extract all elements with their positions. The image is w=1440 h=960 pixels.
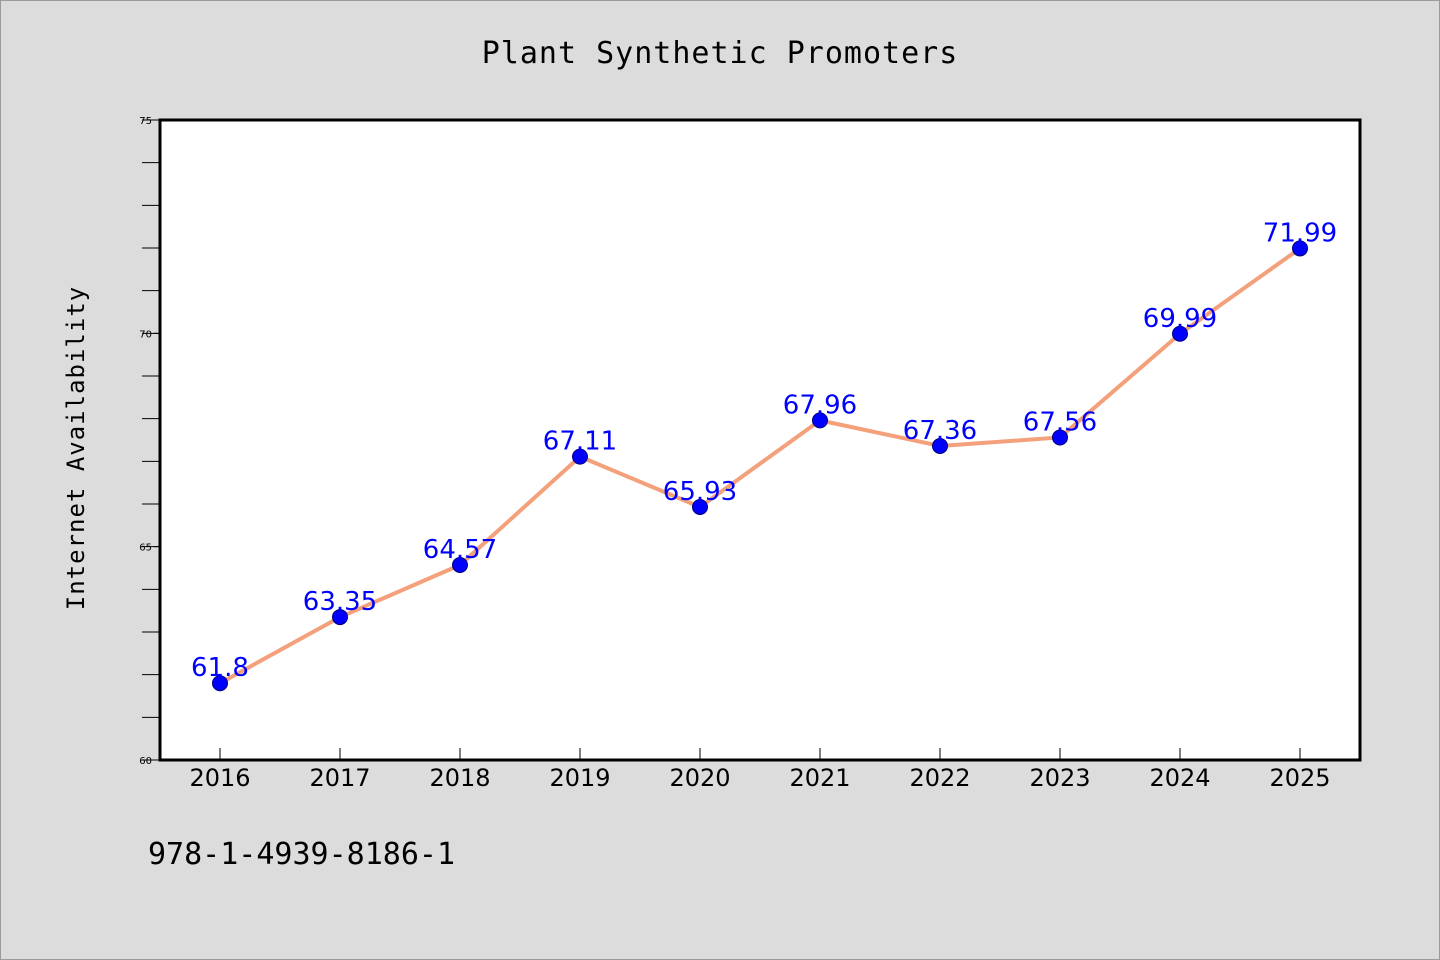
x-tick-label: 2017 <box>309 764 370 792</box>
y-axis-minor-ticks <box>142 119 160 761</box>
y-axis-ticks: 60 65 70 75 <box>139 116 160 767</box>
series-line <box>218 246 1302 686</box>
data-label: 65.93 <box>663 477 737 507</box>
x-tick-label: 2016 <box>189 764 250 792</box>
chart-title: Plant Synthetic Promoters <box>482 36 959 71</box>
data-label: 63.35 <box>303 587 377 617</box>
data-point <box>452 557 468 574</box>
data-point <box>212 675 228 692</box>
data-label: 67.96 <box>783 390 857 420</box>
footnote-isbn: 978-1-4939-8186-1 <box>148 837 455 872</box>
data-label: 67.56 <box>1023 407 1097 437</box>
x-tick-label: 2018 <box>429 764 490 792</box>
x-tick-label: 2019 <box>549 764 610 792</box>
data-label: 67.36 <box>903 416 977 446</box>
y-axis-label: Internet Availability <box>62 286 90 610</box>
plot-area <box>160 120 1360 760</box>
x-tick-label: 2021 <box>789 764 850 792</box>
data-point <box>1292 240 1308 257</box>
data-label: 71.99 <box>1263 218 1337 248</box>
data-point <box>332 609 348 626</box>
x-tick-label: 2023 <box>1029 764 1090 792</box>
x-tick-label: 2022 <box>909 764 970 792</box>
data-label: 61.8 <box>191 653 249 683</box>
data-label: 67.11 <box>543 427 617 457</box>
data-point <box>692 498 708 515</box>
y-tick-label: 75 <box>139 116 152 127</box>
data-point <box>572 448 588 465</box>
y-tick-label: 60 <box>139 756 152 767</box>
y-tick-label: 65 <box>139 543 152 554</box>
data-label: 64.57 <box>423 535 497 565</box>
y-tick-label: 70 <box>139 329 152 340</box>
data-markers <box>212 240 1308 692</box>
x-tick-label: 2024 <box>1149 764 1210 792</box>
x-tick-label: 2020 <box>669 764 730 792</box>
data-point <box>1052 429 1068 446</box>
data-point <box>812 412 828 429</box>
plot-border <box>158 118 1362 762</box>
data-point <box>1172 325 1188 342</box>
data-labels: 61.8 63.35 64.57 67.11 65.93 67.96 67.36 67.56 6… <box>191 218 1337 683</box>
x-tick-label: 2025 <box>1269 764 1330 792</box>
data-label: 69.99 <box>1143 304 1217 334</box>
data-point <box>932 437 948 454</box>
x-axis-ticks: 2016 2017 2018 2019 2020 2021 2022 2023 2024 2025 <box>189 748 1331 792</box>
